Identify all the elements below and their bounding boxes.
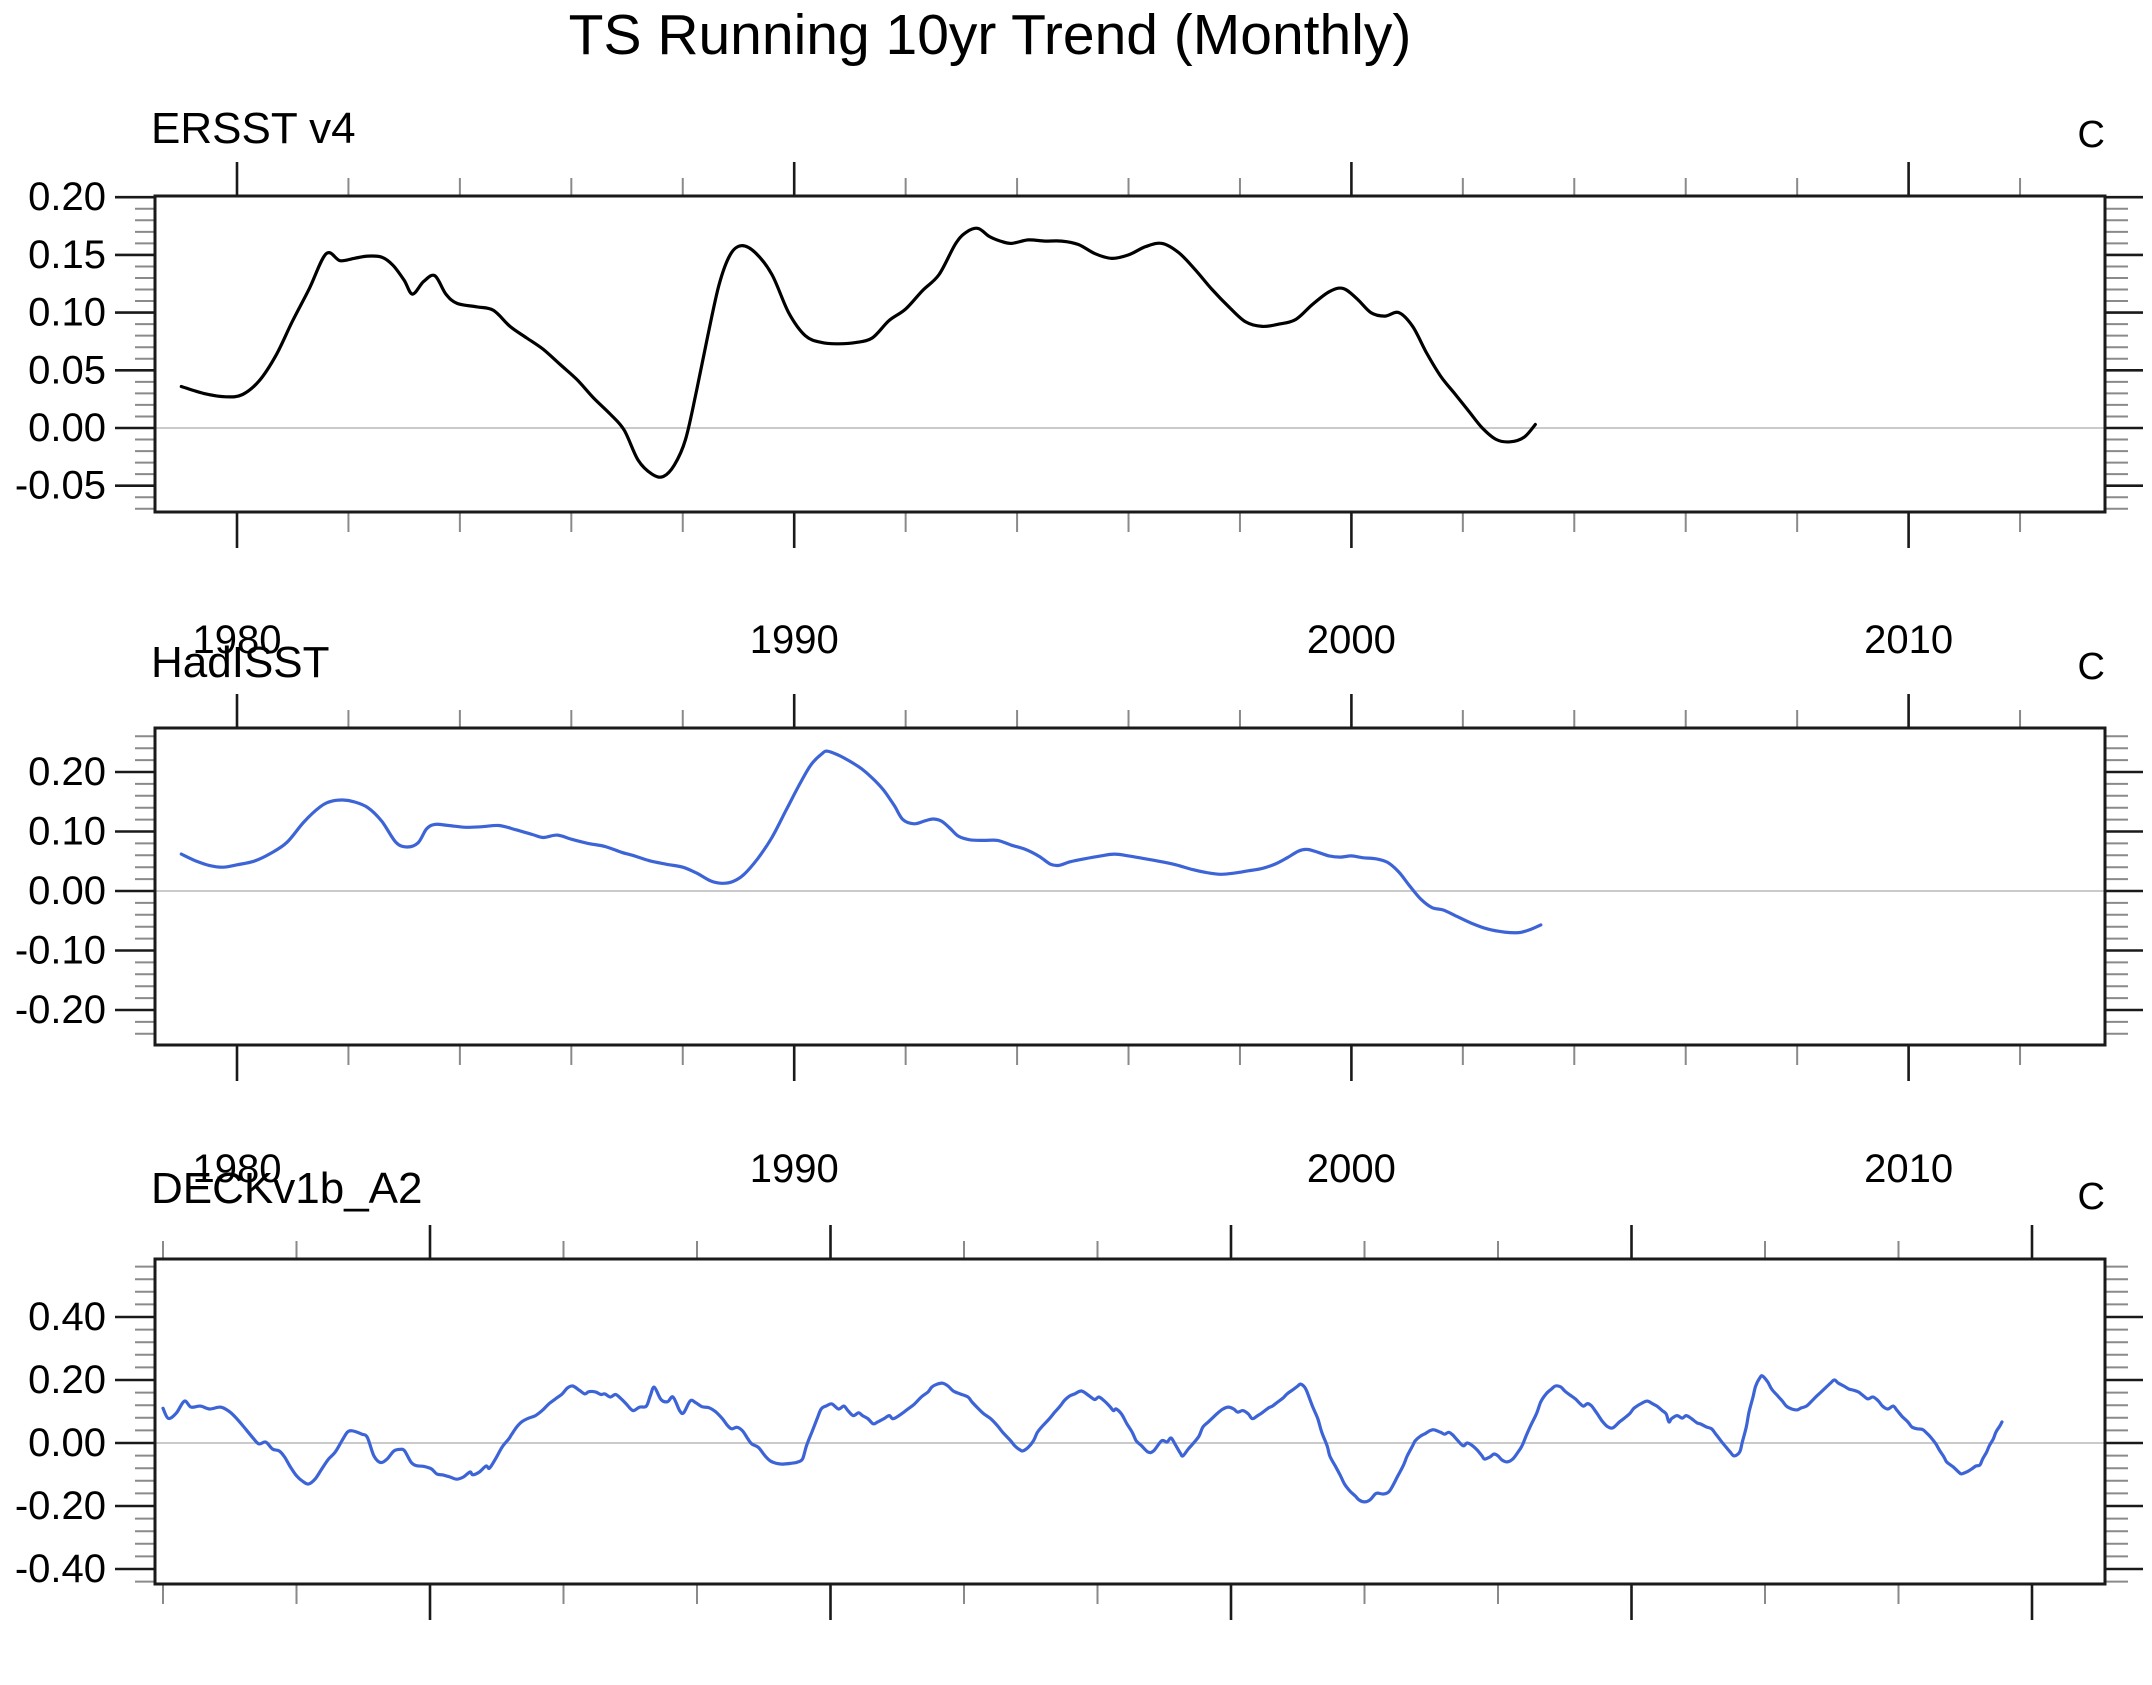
y-axis-tick-label: 0.10	[28, 810, 106, 854]
x-axis-tick-label: 1920	[786, 1678, 875, 1685]
x-axis-tick-label: 1950	[1187, 1678, 1276, 1685]
chart-title: TS Running 10yr Trend (Monthly)	[568, 3, 1412, 67]
y-axis-tick-label: 0.00	[28, 406, 106, 450]
y-axis-tick-label: 0.15	[28, 233, 106, 277]
x-axis-tick-label: 2010	[1864, 1147, 1953, 1191]
panel-frame	[153, 1257, 2107, 1586]
x-axis-tick-label: 1980	[1587, 1678, 1676, 1685]
panel-frame	[153, 726, 2107, 1047]
y-axis-tick-label: 0.10	[28, 291, 106, 335]
y-axis-tick-label: 0.00	[28, 1421, 106, 1465]
y-axis-tick-label: 0.05	[28, 348, 106, 392]
y-axis-tick-label: 0.20	[28, 175, 106, 219]
x-axis-tick-label: 1980	[193, 618, 282, 662]
data-series-line-1	[179, 749, 1543, 935]
data-series-line-2	[161, 1374, 2004, 1504]
x-axis-tick-label: 2010	[1988, 1678, 2077, 1685]
y-axis-tick-label: -0.10	[15, 929, 106, 973]
y-axis-tick-label: -0.20	[15, 1484, 106, 1528]
unit-label-panel2: C	[2077, 646, 2105, 688]
x-axis-tick-label: 2000	[1307, 618, 1396, 662]
x-axis-tick-label: 1990	[750, 1147, 839, 1191]
panel-label-deckv1b: DECKv1b_A2	[151, 1164, 423, 1213]
x-axis-tick-label: 1990	[750, 618, 839, 662]
unit-label-panel1: C	[2077, 114, 2105, 156]
panel-label-hadisst: HadISST	[151, 638, 330, 687]
data-series-line-0	[179, 226, 1537, 479]
y-axis-tick-label: 0.00	[28, 869, 106, 913]
unit-label-panel3: C	[2077, 1176, 2105, 1218]
y-axis-tick-label: -0.40	[15, 1547, 106, 1591]
y-axis-tick-label: 0.20	[28, 750, 106, 794]
panel-label-ersst: ERSST v4	[151, 104, 356, 153]
y-axis-tick-label: -0.05	[15, 464, 106, 508]
y-axis-tick-label: 0.20	[28, 1358, 106, 1402]
y-axis-tick-label: 0.40	[28, 1295, 106, 1339]
x-axis-tick-label: 2000	[1307, 1147, 1396, 1191]
x-axis-tick-label: 1980	[193, 1147, 282, 1191]
x-axis-tick-label: 1890	[386, 1678, 475, 1685]
x-axis-tick-label: 2010	[1864, 618, 1953, 662]
panel-frame	[153, 194, 2107, 514]
y-axis-tick-label: -0.20	[15, 988, 106, 1032]
